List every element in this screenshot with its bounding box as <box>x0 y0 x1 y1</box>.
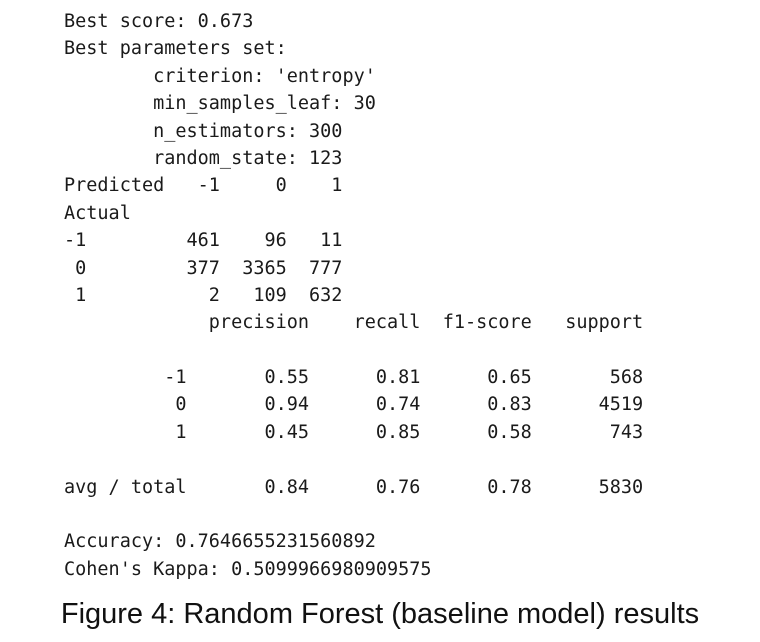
param-criterion-line: criterion: 'entropy' <box>64 65 376 87</box>
confusion-matrix-header: Predicted -1 0 1 <box>64 175 343 197</box>
classification-report-avg-total-row: avg / total 0.84 0.76 0.78 5830 <box>64 476 644 498</box>
model-results-output: Best score: 0.673 Best parameters set: cr… <box>64 8 643 583</box>
figure-caption: Figure 4: Random Forest (baseline model)… <box>60 598 700 630</box>
best-parameters-heading: Best parameters set: <box>64 38 287 60</box>
accuracy-line: Accuracy: 0.7646655231560892 <box>64 531 376 553</box>
param-min-samples-leaf-line: min_samples_leaf: 30 <box>64 93 376 115</box>
classification-report-header: precision recall f1-score support <box>64 312 644 334</box>
classification-report-row: 0 0.94 0.74 0.83 4519 <box>64 394 644 416</box>
classification-report-row: 1 0.45 0.85 0.58 743 <box>64 421 644 443</box>
confusion-matrix-row: 1 2 109 632 <box>64 284 343 306</box>
blank-line <box>64 501 643 528</box>
blank-line <box>64 337 643 364</box>
confusion-matrix-row: -1 461 96 11 <box>64 230 343 252</box>
classification-report-row: -1 0.55 0.81 0.65 568 <box>64 367 644 389</box>
param-random-state-line: random_state: 123 <box>64 147 343 169</box>
confusion-matrix-actual-label: Actual <box>64 202 131 224</box>
confusion-matrix-row: 0 377 3365 777 <box>64 257 343 279</box>
blank-line <box>64 446 643 473</box>
best-score-line: Best score: 0.673 <box>64 11 254 32</box>
cohens-kappa-line: Cohen's Kappa: 0.5099966980909575 <box>64 558 432 580</box>
param-n-estimators-line: n_estimators: 300 <box>64 120 343 142</box>
